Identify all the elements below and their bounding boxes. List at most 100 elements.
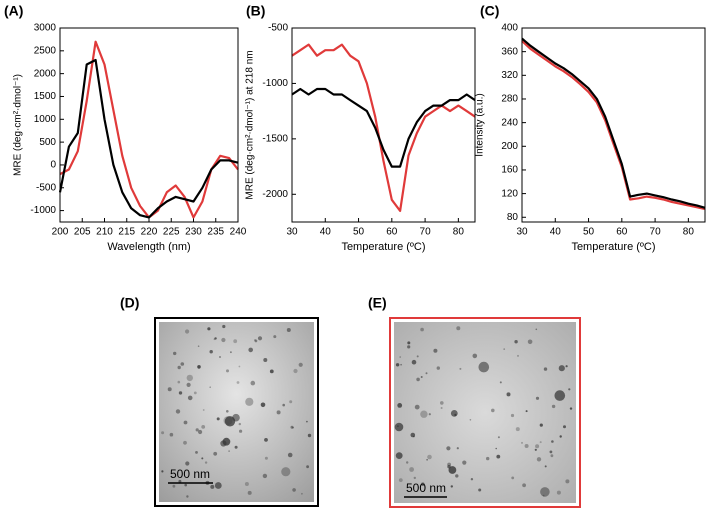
particle	[226, 410, 229, 413]
y-tick-label: 320	[501, 70, 518, 81]
particles	[161, 324, 312, 498]
y-tick-label: 500	[39, 137, 56, 148]
particle	[569, 407, 573, 410]
particle	[428, 413, 431, 416]
x-tick-label: 215	[118, 227, 135, 238]
particle	[269, 369, 274, 374]
particle	[535, 396, 540, 400]
particle	[420, 376, 423, 378]
particle	[399, 356, 402, 358]
particle	[397, 403, 403, 408]
particle	[204, 461, 208, 464]
particle	[495, 447, 498, 450]
particle	[517, 354, 519, 357]
particle	[298, 362, 303, 367]
particle	[254, 339, 258, 343]
x-tick-label: 50	[353, 227, 365, 238]
y-tick-label: 120	[501, 188, 518, 199]
y-tick-label: 3000	[34, 23, 57, 34]
particle	[416, 377, 420, 382]
particle	[436, 366, 440, 370]
particle	[447, 465, 451, 469]
panel-label: (A)	[4, 3, 23, 19]
y-tick-label: 1500	[34, 91, 57, 102]
particle	[307, 433, 312, 438]
y-tick-label: 360	[501, 46, 518, 57]
particle	[411, 359, 417, 365]
particle	[306, 465, 309, 469]
y-tick-label: -2000	[262, 189, 288, 200]
particle	[433, 348, 438, 353]
particle	[184, 483, 187, 487]
particle	[524, 444, 529, 448]
particle	[503, 348, 506, 350]
particle	[456, 447, 459, 450]
particle	[421, 482, 425, 487]
particle	[425, 372, 428, 375]
particle	[183, 420, 188, 425]
particle	[223, 416, 233, 426]
y-tick-label: -1500	[262, 133, 288, 144]
particle	[232, 413, 240, 422]
particle	[543, 367, 548, 371]
particle	[292, 488, 296, 492]
y-tick-label: 80	[507, 212, 519, 223]
particle	[216, 417, 220, 421]
y-tick-label: 200	[501, 141, 518, 152]
particle	[250, 380, 256, 386]
particle	[247, 490, 252, 495]
particle	[407, 345, 411, 349]
x-axis-title: Temperature (ºC)	[571, 241, 655, 253]
x-tick-label: 30	[516, 227, 528, 238]
particle	[511, 476, 515, 480]
y-axis-title: Intensity (a.u.)	[475, 93, 486, 156]
particle	[161, 431, 165, 435]
particle	[178, 391, 183, 395]
particle	[395, 452, 403, 459]
particle	[287, 452, 293, 458]
panel-label: (C)	[480, 3, 499, 19]
particle	[236, 381, 240, 384]
particle	[264, 456, 268, 460]
y-tick-label: 1000	[34, 114, 57, 125]
particle	[462, 460, 467, 465]
particle	[222, 324, 226, 329]
y-tick-label: -500	[36, 182, 56, 193]
particle	[515, 427, 520, 432]
y-tick-label: 2500	[34, 45, 57, 56]
x-tick-label: 80	[683, 227, 695, 238]
x-tick-label: 50	[583, 227, 595, 238]
y-tick-label: -1000	[30, 205, 56, 216]
particle	[565, 479, 570, 484]
particle	[427, 454, 432, 460]
particle	[455, 474, 459, 478]
particle	[406, 461, 409, 464]
particle	[514, 340, 518, 344]
particle	[499, 381, 502, 384]
particle	[180, 362, 185, 366]
particle	[238, 422, 241, 426]
y-tick-label: 280	[501, 94, 518, 105]
particle	[228, 450, 230, 452]
particle	[222, 437, 231, 446]
particle	[264, 438, 268, 442]
particle	[478, 488, 482, 492]
x-tick-label: 80	[453, 227, 465, 238]
particle	[440, 401, 444, 405]
particle	[198, 429, 203, 435]
particle	[209, 386, 211, 389]
particle	[472, 353, 478, 359]
particle	[398, 478, 403, 482]
particle	[186, 495, 189, 498]
particle	[281, 467, 291, 477]
y-axis-title: MRE (deg·cm²·dmol⁻¹) at 218 nm	[245, 50, 256, 199]
particle	[173, 351, 177, 356]
particle	[177, 380, 181, 384]
particle	[535, 328, 538, 331]
particle	[536, 457, 542, 462]
particle	[221, 337, 226, 343]
y-tick-label: 240	[501, 117, 518, 128]
x-tick-label: 70	[420, 227, 432, 238]
x-axis-title: Wavelength (nm)	[107, 241, 190, 253]
